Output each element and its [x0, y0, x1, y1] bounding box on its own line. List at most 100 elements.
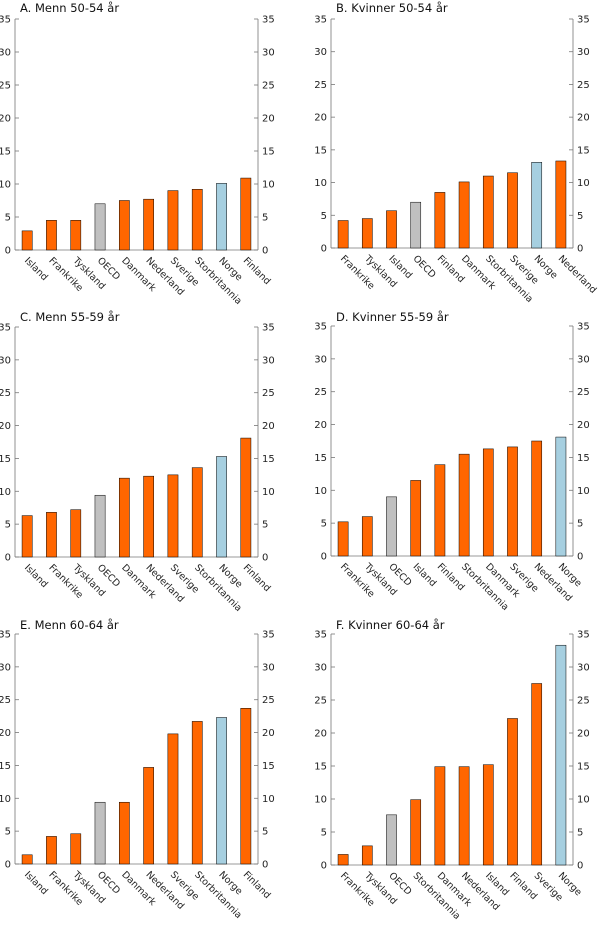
- bar-finland: [240, 708, 252, 865]
- bar-frankrike: [46, 512, 57, 558]
- y-tick-label-left: 25: [314, 387, 327, 398]
- chart-title: F. Kvinner 60-64 år: [336, 618, 445, 632]
- bar-nederland: [555, 160, 567, 249]
- x-tick-label: Island: [411, 561, 439, 589]
- bar-island: [482, 764, 494, 866]
- y-tick-label-left: 10: [0, 180, 11, 191]
- y-tick-label-left: 5: [5, 827, 11, 838]
- bar-nederland: [458, 766, 470, 866]
- y-tick-label-left: 5: [321, 519, 327, 530]
- x-tick-label: Finland: [241, 869, 273, 901]
- x-tick-label: Island: [22, 562, 50, 590]
- bar-tyskland: [361, 845, 373, 866]
- x-tick-label: Island: [22, 255, 50, 283]
- bar-danmark: [434, 766, 446, 866]
- bar-tyskland: [361, 218, 373, 249]
- bar-storbritannia: [191, 467, 203, 558]
- bar-finland: [434, 192, 446, 249]
- bar-danmark: [118, 801, 130, 865]
- bar-frankrike: [337, 220, 349, 249]
- y-tick-label-right: 30: [577, 354, 590, 365]
- y-tick-label-left: 0: [5, 860, 11, 871]
- bar-oecd: [386, 496, 397, 557]
- chart-title: A. Menn 50-54 år: [20, 1, 119, 15]
- chart-title: B. Kvinner 50-54 år: [336, 1, 448, 15]
- x-tick-label: Finland: [241, 255, 273, 287]
- bar-finland: [434, 464, 446, 557]
- y-tick-label-left: 20: [0, 421, 11, 432]
- bar-island: [410, 480, 422, 557]
- x-tick-label: Island: [22, 869, 50, 897]
- y-tick-label-right: 10: [262, 794, 275, 805]
- y-tick-label-right: 15: [577, 762, 590, 773]
- bar-finland: [240, 177, 252, 251]
- bar-nederland: [531, 440, 543, 557]
- y-tick-label-left: 25: [0, 81, 11, 92]
- y-tick-label-right: 0: [262, 860, 268, 871]
- y-tick-label-right: 35: [262, 630, 275, 641]
- y-tick-label-left: 35: [314, 15, 327, 26]
- y-tick-label-left: 30: [0, 662, 11, 673]
- bar-storbritannia: [458, 453, 470, 557]
- y-tick-label-right: 15: [577, 145, 590, 156]
- bar-norge: [555, 436, 567, 557]
- chart-panel-a: A. Menn 50-54 år 0 0 5 5 10 10 15 15 20 20 25 25 30 30…: [0, 1, 275, 307]
- y-tick-label-right: 0: [262, 553, 268, 564]
- y-tick-label-right: 30: [262, 48, 275, 59]
- bar-nederland: [143, 198, 155, 251]
- y-tick-label-right: 0: [577, 244, 583, 255]
- bar-tyskland: [70, 509, 82, 558]
- y-tick-label-left: 20: [314, 729, 327, 740]
- bar-island: [21, 230, 33, 251]
- chart-title: D. Kvinner 55-59 år: [336, 310, 449, 324]
- y-tick-label-right: 35: [262, 15, 275, 26]
- x-tick-label: Finland: [241, 562, 273, 594]
- y-tick-label-left: 35: [0, 323, 11, 334]
- bar-frankrike: [337, 854, 349, 866]
- y-tick-label-right: 5: [262, 213, 268, 224]
- chart-panel-b: B. Kvinner 50-54 år 0 0 5 5 10 10 15 15 20 20 25 25 3…: [314, 1, 598, 305]
- bar-norge: [531, 162, 543, 249]
- bar-storbritannia: [191, 721, 203, 865]
- y-tick-label-right: 10: [577, 486, 590, 497]
- y-tick-label-left: 35: [0, 630, 11, 641]
- bar-norge: [216, 183, 227, 251]
- y-tick-label-left: 5: [5, 520, 11, 531]
- y-tick-label-left: 10: [314, 795, 327, 806]
- y-tick-label-right: 20: [577, 729, 590, 740]
- bar-storbritannia: [410, 799, 422, 866]
- x-tick-label: OECD: [411, 253, 438, 280]
- y-tick-label-right: 10: [262, 487, 275, 498]
- y-tick-label-right: 15: [262, 454, 275, 465]
- y-tick-label-left: 30: [314, 47, 327, 58]
- bar-danmark: [118, 477, 130, 558]
- y-tick-label-left: 15: [314, 762, 327, 773]
- y-tick-label-right: 35: [577, 322, 590, 333]
- bar-danmark: [118, 200, 130, 251]
- y-tick-label-right: 5: [577, 828, 583, 839]
- bar-storbritannia: [191, 189, 203, 251]
- y-tick-label-left: 0: [5, 553, 11, 564]
- bar-norge: [216, 717, 227, 865]
- y-tick-label-right: 30: [262, 355, 275, 366]
- y-tick-label-left: 30: [0, 355, 11, 366]
- chart-panel-c: C. Menn 55-59 år 0 0 5 5 10 10 15 15 20 20 25 25 30 30…: [0, 310, 275, 614]
- y-tick-label-right: 30: [577, 47, 590, 58]
- y-tick-label-left: 30: [314, 663, 327, 674]
- y-tick-label-left: 0: [321, 244, 327, 255]
- y-tick-label-left: 25: [0, 695, 11, 706]
- y-tick-label-right: 10: [262, 180, 275, 191]
- bar-oecd: [410, 201, 422, 249]
- y-tick-label-right: 30: [262, 662, 275, 673]
- y-tick-label-right: 25: [262, 388, 275, 399]
- y-tick-label-right: 20: [262, 728, 275, 739]
- y-tick-label-right: 15: [262, 761, 275, 772]
- bar-tyskland: [361, 516, 373, 557]
- y-tick-label-right: 30: [577, 663, 590, 674]
- y-tick-label-right: 10: [577, 795, 590, 806]
- chart-title: E. Menn 60-64 år: [20, 618, 119, 632]
- bar-oecd: [94, 203, 106, 251]
- y-tick-label-right: 0: [262, 246, 268, 257]
- bar-sverige: [507, 446, 518, 557]
